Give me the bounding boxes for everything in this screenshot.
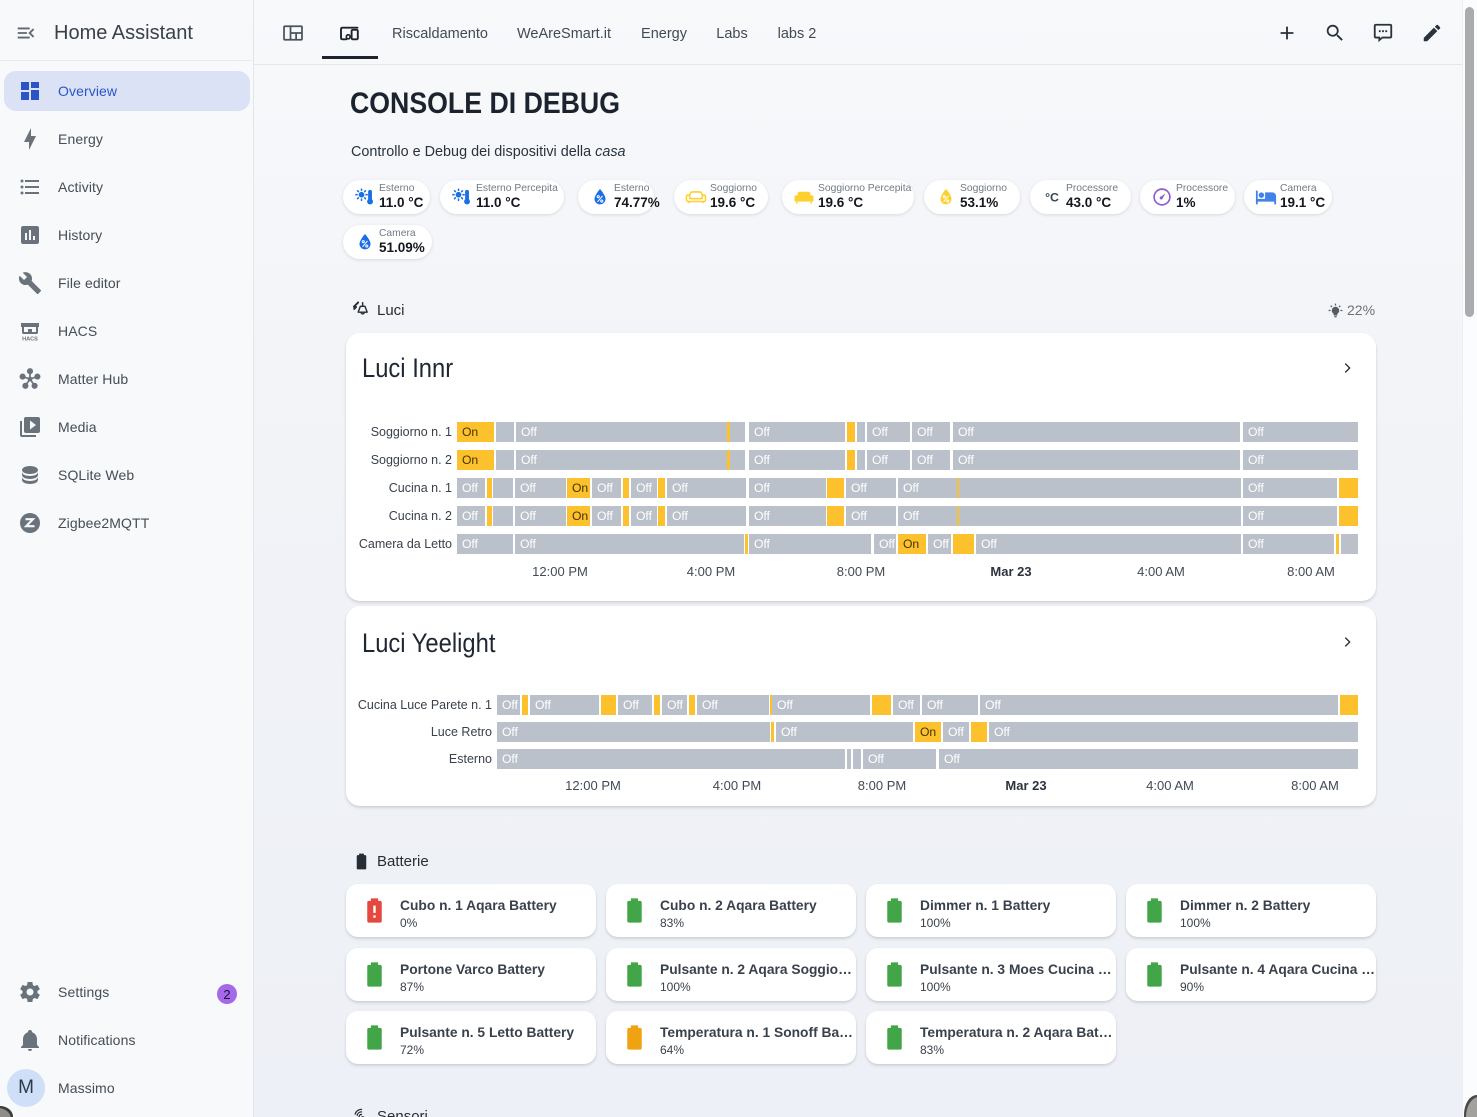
svg-text:°C: °C: [1045, 191, 1059, 205]
svg-text:HACS: HACS: [22, 337, 38, 343]
